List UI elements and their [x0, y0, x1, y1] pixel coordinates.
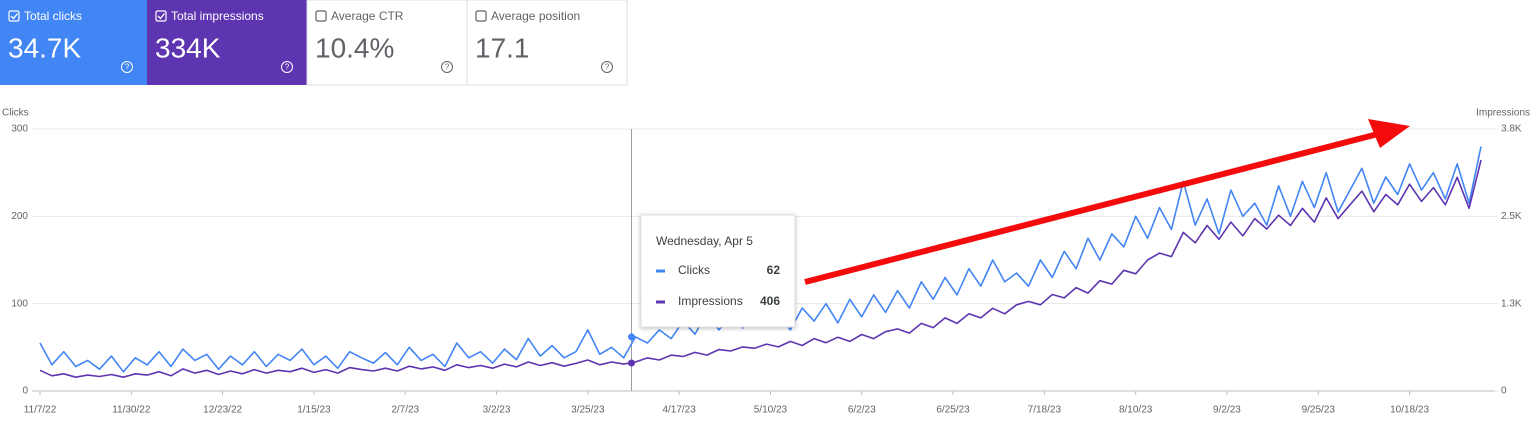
- help-icon: [441, 61, 453, 73]
- metric-label: Average CTR: [331, 9, 404, 23]
- y-tick-label: 100: [11, 298, 28, 309]
- metric-label: Total impressions: [171, 9, 264, 23]
- tooltip-swatch: [656, 300, 665, 304]
- metric-card[interactable]: Total impressions 334K?: [147, 0, 307, 85]
- y2-tick-label: 0: [1501, 386, 1507, 397]
- card-bg: [466, 0, 628, 86]
- help-icon-glyph: ?: [445, 63, 450, 72]
- tooltip-value: 62: [767, 263, 781, 277]
- check-mark: [10, 13, 19, 20]
- x-tick-label: 6/2/23: [848, 405, 876, 416]
- arrow-head: [1368, 119, 1410, 148]
- x-tick-label: 1/15/23: [297, 405, 331, 416]
- x-tick-label: 2/7/23: [391, 405, 419, 416]
- help-icon-glyph: ?: [125, 63, 130, 72]
- help-icon-glyph: ?: [605, 63, 610, 72]
- x-tick-label: 6/25/23: [936, 405, 970, 416]
- x-tick-label: 4/17/23: [662, 405, 696, 416]
- metric-cards: Total clicks 34.7K? Total impressions 334K?…: [0, 0, 628, 86]
- tooltip-swatch: [656, 269, 665, 273]
- checkbox[interactable]: [315, 10, 327, 22]
- y2-tick-label: 2.5K: [1501, 211, 1522, 222]
- metric-value: 334K: [155, 32, 221, 63]
- help-icon: [121, 61, 133, 73]
- x-tick-label: 11/7/22: [24, 405, 57, 416]
- hover-dot: [627, 333, 635, 341]
- y2-tick-label: 3.8K: [1501, 124, 1522, 135]
- metric-card[interactable]: Average position 17.1?: [466, 0, 628, 86]
- annotation-arrow: [804, 119, 1410, 285]
- tooltip-title: Wednesday, Apr 5: [656, 234, 753, 248]
- metric-value: 34.7K: [8, 32, 81, 63]
- y-axis-label: Clicks: [2, 108, 29, 119]
- help-icon: [601, 61, 613, 73]
- tooltip-name: Impressions: [678, 294, 743, 308]
- x-tick-label: 8/10/23: [1119, 405, 1153, 416]
- metric-card[interactable]: Average CTR 10.4%?: [306, 0, 468, 86]
- tooltip: Wednesday, Apr 5 Clicks 62 Impressions 406: [640, 214, 796, 328]
- hover-dot: [627, 359, 635, 367]
- checkbox[interactable]: [475, 10, 487, 22]
- x-tick-label: 9/2/23: [1213, 405, 1241, 416]
- tooltip-name: Clicks: [678, 263, 710, 277]
- arrow-shaft: [804, 131, 1379, 285]
- x-tick-label: 12/23/22: [203, 405, 242, 416]
- metric-value: 17.1: [475, 32, 530, 63]
- checkbox[interactable]: [155, 10, 167, 22]
- check-mark: [157, 13, 166, 20]
- metric-card[interactable]: Total clicks 34.7K?: [0, 0, 147, 85]
- metric-value: 10.4%: [315, 32, 394, 63]
- help-icon: [281, 61, 293, 73]
- y-tick-label: 300: [11, 124, 28, 135]
- card-bg: [147, 0, 307, 85]
- tooltip-box: [640, 214, 796, 328]
- checkbox[interactable]: [8, 10, 20, 22]
- y-tick-label: 0: [22, 386, 28, 397]
- x-tick-label: 10/18/23: [1390, 405, 1429, 416]
- x-tick-label: 3/25/23: [571, 405, 605, 416]
- help-icon-glyph: ?: [285, 63, 290, 72]
- x-tick-label: 7/18/23: [1028, 405, 1062, 416]
- x-tick-label: 3/2/23: [483, 405, 511, 416]
- tooltip-value: 406: [760, 294, 780, 308]
- metric-label: Total clicks: [24, 9, 82, 23]
- metric-label: Average position: [491, 9, 580, 23]
- card-bg: [306, 0, 468, 86]
- y-tick-label: 200: [11, 211, 28, 222]
- y2-tick-label: 1.3K: [1501, 298, 1522, 309]
- x-tick-label: 9/25/23: [1302, 405, 1336, 416]
- x-tick-label: 11/30/22: [112, 405, 151, 416]
- x-tick-label: 5/10/23: [754, 405, 788, 416]
- y2-axis-label: Impressions: [1476, 108, 1530, 119]
- series-line: [39, 159, 1482, 378]
